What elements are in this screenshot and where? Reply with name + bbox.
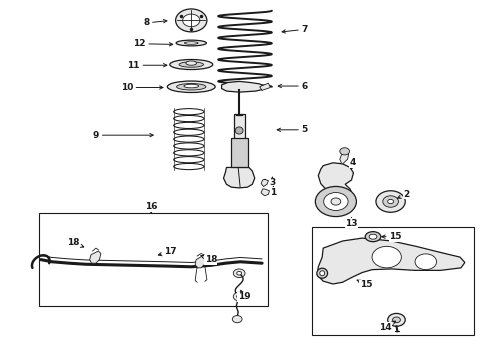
Circle shape [331, 198, 341, 205]
Ellipse shape [170, 59, 213, 69]
Circle shape [183, 14, 200, 27]
Ellipse shape [317, 268, 328, 278]
Ellipse shape [320, 271, 325, 276]
Polygon shape [318, 238, 465, 284]
Text: 16: 16 [145, 202, 157, 213]
Circle shape [383, 196, 398, 207]
Circle shape [392, 317, 400, 323]
Text: 8: 8 [143, 18, 167, 27]
Bar [234, 114, 245, 139]
Text: 10: 10 [121, 83, 163, 92]
Ellipse shape [176, 40, 206, 46]
Circle shape [237, 271, 242, 275]
Circle shape [340, 148, 349, 155]
Ellipse shape [365, 231, 381, 242]
Circle shape [237, 295, 242, 298]
Ellipse shape [167, 81, 215, 93]
Text: 12: 12 [133, 39, 173, 48]
Text: 4: 4 [349, 158, 356, 169]
Text: 11: 11 [127, 61, 167, 70]
Text: 3: 3 [269, 177, 275, 187]
Text: 15: 15 [357, 280, 372, 289]
Bar [313, 227, 474, 335]
Text: 15: 15 [382, 232, 402, 241]
Text: 7: 7 [282, 25, 308, 34]
Circle shape [415, 254, 437, 270]
Circle shape [388, 199, 393, 204]
Text: 5: 5 [277, 125, 308, 134]
Text: 2: 2 [397, 190, 409, 199]
Polygon shape [261, 179, 269, 186]
Circle shape [233, 292, 245, 301]
Text: 19: 19 [238, 290, 250, 301]
Text: 13: 13 [345, 218, 358, 228]
Circle shape [388, 314, 405, 326]
Text: 9: 9 [93, 131, 153, 140]
Circle shape [233, 269, 245, 278]
Ellipse shape [235, 127, 243, 134]
Ellipse shape [179, 62, 203, 67]
Polygon shape [261, 189, 270, 196]
Circle shape [372, 246, 401, 268]
Ellipse shape [184, 84, 198, 88]
Circle shape [324, 193, 348, 211]
Text: 18: 18 [67, 238, 84, 247]
Bar [39, 213, 269, 306]
Polygon shape [318, 163, 353, 213]
Circle shape [232, 316, 242, 323]
Polygon shape [90, 251, 101, 263]
Text: 17: 17 [158, 247, 177, 256]
Ellipse shape [184, 42, 198, 44]
Ellipse shape [186, 61, 196, 65]
Text: 6: 6 [278, 82, 308, 91]
Polygon shape [195, 255, 206, 268]
Bar [231, 138, 248, 167]
Ellipse shape [369, 234, 377, 239]
Polygon shape [223, 167, 255, 188]
Polygon shape [340, 152, 348, 164]
Text: 14: 14 [379, 321, 395, 332]
Ellipse shape [176, 84, 206, 90]
Text: 1: 1 [270, 187, 276, 197]
Text: 18: 18 [201, 255, 217, 264]
Polygon shape [221, 81, 264, 92]
Circle shape [316, 186, 356, 217]
Polygon shape [260, 83, 270, 90]
Circle shape [175, 9, 207, 32]
Circle shape [376, 191, 405, 212]
